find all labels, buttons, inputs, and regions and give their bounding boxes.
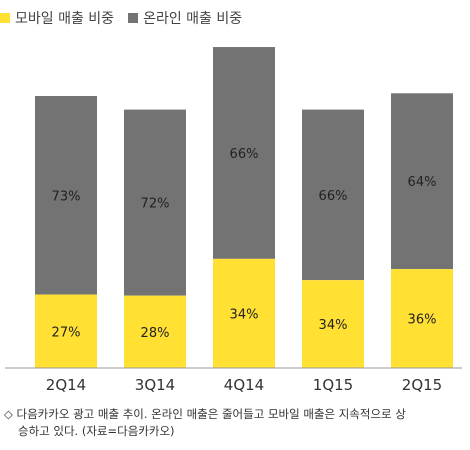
- legend-item-mobile: 모바일 매출 비중: [0, 8, 114, 28]
- value-label-mobile-1Q15: 34%: [319, 318, 348, 333]
- value-label-online-2Q15: 64%: [408, 175, 437, 190]
- bar-online-3Q14: [124, 109, 186, 296]
- caption-line-2: 승하고 있다. (자료=다음카카오): [4, 423, 466, 440]
- bar-mobile-2Q14: [35, 294, 97, 368]
- chart-caption: ◇ 다음카카오 광고 매출 추이. 온라인 매출은 줄어들고 모바일 매출은 지…: [4, 406, 466, 440]
- bar-mobile-3Q14: [124, 295, 186, 368]
- caption-text-2: 승하고 있다. (자료=다음카카오): [18, 424, 175, 438]
- value-label-online-3Q14: 72%: [141, 197, 170, 212]
- bar-online-2Q15: [391, 93, 453, 270]
- value-label-mobile-2Q15: 36%: [408, 313, 437, 328]
- legend: 모바일 매출 비중 온라인 매출 비중: [0, 8, 256, 28]
- bar-online-4Q14: [213, 47, 275, 259]
- bar-mobile-2Q15: [391, 269, 453, 368]
- legend-label-mobile: 모바일 매출 비중: [15, 11, 115, 27]
- value-label-online-4Q14: 66%: [230, 147, 259, 162]
- value-label-online-2Q14: 73%: [52, 189, 81, 204]
- legend-item-online: 온라인 매출 비중: [128, 8, 242, 28]
- x-tick-label-4Q14: 4Q14: [224, 376, 264, 394]
- bar-mobile-4Q14: [213, 258, 275, 368]
- bar-chart-plot: 73% 27% 2Q14 72% 28% 3Q14 66% 34% 4Q14 66% 34% 1Q15…: [5, 47, 462, 394]
- value-label-mobile-4Q14: 34%: [230, 307, 259, 322]
- bar-online-1Q15: [302, 109, 364, 281]
- legend-label-online: 온라인 매출 비중: [143, 11, 243, 27]
- caption-line-1: ◇ 다음카카오 광고 매출 추이. 온라인 매출은 줄어들고 모바일 매출은 지…: [4, 406, 466, 423]
- legend-swatch-online: [128, 13, 139, 23]
- x-tick-label-3Q14: 3Q14: [135, 376, 175, 394]
- x-tick-label-2Q15: 2Q15: [402, 376, 442, 394]
- value-label-online-1Q15: 66%: [319, 189, 348, 204]
- value-label-mobile-2Q14: 27%: [52, 325, 81, 340]
- bar-mobile-1Q15: [302, 280, 364, 368]
- x-tick-label-1Q15: 1Q15: [313, 376, 353, 394]
- value-label-mobile-3Q14: 28%: [141, 326, 170, 341]
- bar-online-2Q14: [35, 96, 97, 295]
- caption-text-1: 다음카카오 광고 매출 추이. 온라인 매출은 줄어들고 모바일 매출은 지속적…: [16, 407, 406, 421]
- legend-swatch-mobile: [0, 13, 10, 23]
- x-tick-label-2Q14: 2Q14: [46, 376, 86, 394]
- caption-marker: ◇: [4, 407, 13, 421]
